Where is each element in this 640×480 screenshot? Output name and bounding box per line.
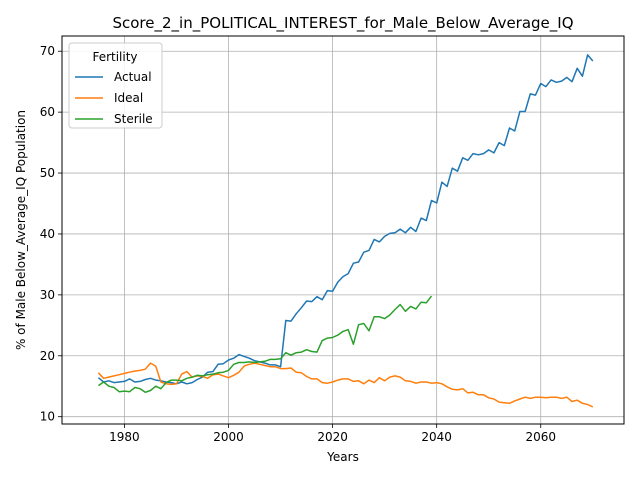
x-axis-label: Years [326, 450, 359, 464]
y-tick-label: 60 [40, 105, 55, 119]
chart-title: Score_2_in_POLITICAL_INTEREST_for_Male_B… [112, 14, 573, 33]
x-tick-label: 2040 [421, 430, 452, 444]
y-tick-label: 10 [40, 410, 55, 424]
x-tick-label: 2020 [317, 430, 348, 444]
legend-title: Fertility [92, 50, 137, 64]
legend-entries: Actual Ideal Sterile [75, 70, 153, 126]
legend-label-ideal: Ideal [114, 91, 143, 105]
series-line-ideal [97, 362, 594, 408]
plot-area-frame [61, 35, 625, 425]
legend-label-actual: Actual [114, 70, 152, 84]
y-tick-label: 50 [40, 166, 55, 180]
y-tick-label: 70 [40, 44, 55, 58]
x-tick-label: 1980 [109, 430, 140, 444]
series-lines [97, 54, 594, 408]
series-line-sterile [97, 295, 433, 394]
y-axis-label: % of Male Below_Average_IQ Population [14, 110, 28, 350]
legend: Fertility Actual Ideal Sterile [68, 42, 163, 129]
axis-ticks: 1980 2000 2020 2040 2060 10 20 30 40 50 60 70 [40, 44, 556, 444]
x-tick-label: 2000 [213, 430, 244, 444]
y-tick-label: 30 [40, 288, 55, 302]
series-line-actual [97, 54, 594, 385]
y-tick-label: 40 [40, 227, 55, 241]
legend-box [68, 42, 163, 129]
legend-label-sterile: Sterile [114, 112, 153, 126]
x-tick-label: 2060 [525, 430, 556, 444]
y-tick-label: 20 [40, 349, 55, 363]
